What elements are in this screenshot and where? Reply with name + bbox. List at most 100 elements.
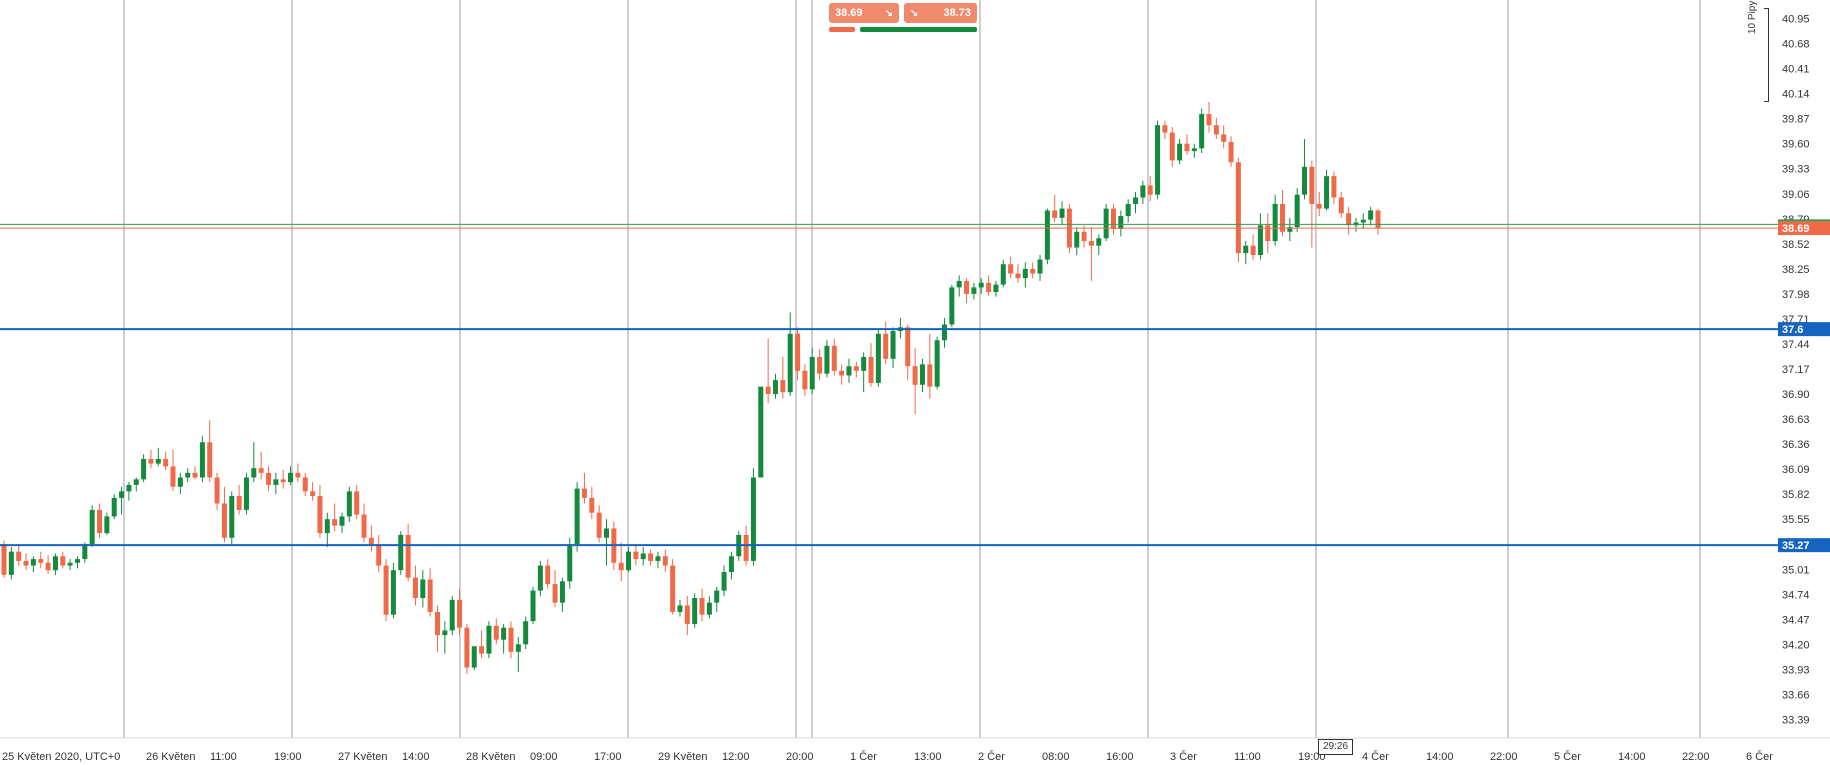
candle-body — [493, 625, 499, 640]
candle-body — [1257, 225, 1263, 255]
y-tick-label: 40.95 — [1782, 14, 1810, 26]
candle — [236, 484, 242, 515]
candle-body — [435, 611, 441, 636]
candle — [1169, 127, 1175, 167]
candle — [978, 278, 984, 294]
bid-badge-label: 38.69 — [1782, 223, 1810, 235]
candle-body — [1250, 245, 1256, 255]
y-tick-label: 39.06 — [1782, 189, 1810, 201]
candle-body — [508, 627, 514, 652]
y-tick-label: 35.01 — [1782, 564, 1810, 576]
candle — [817, 349, 823, 381]
y-tick-label: 34.74 — [1782, 589, 1810, 601]
x-tick-label: 6 Čer — [1746, 750, 1773, 763]
candle — [1257, 213, 1263, 260]
candle-body — [787, 333, 793, 393]
candle-body — [1294, 194, 1300, 228]
y-tick-label: 36.90 — [1782, 389, 1810, 401]
candle — [809, 347, 815, 395]
candle-body — [618, 562, 624, 571]
candle-body — [1162, 125, 1168, 133]
candle-body — [802, 370, 808, 390]
candle-body — [1338, 197, 1344, 214]
x-tick-label: 12:00 — [722, 751, 750, 763]
candle-body — [368, 537, 374, 545]
candle — [1279, 190, 1285, 237]
candle — [1243, 241, 1249, 265]
candle-body — [501, 627, 507, 640]
candle — [1074, 227, 1080, 255]
candle-body — [383, 565, 389, 615]
candle — [155, 447, 161, 467]
candle — [479, 630, 485, 659]
candle-body — [714, 590, 720, 603]
x-tick-label: 26 Květen — [146, 751, 196, 763]
candle — [1316, 191, 1322, 217]
candle — [919, 358, 925, 393]
candle-body — [589, 497, 595, 513]
candle — [875, 329, 881, 387]
candle — [1191, 143, 1197, 158]
candle-body — [559, 581, 565, 603]
candle — [545, 559, 551, 589]
candle-body — [1147, 185, 1153, 195]
candle — [1228, 136, 1234, 167]
candle — [493, 618, 499, 645]
buy-sentiment-bar — [860, 27, 977, 32]
candle — [986, 275, 992, 296]
candle-body — [853, 366, 859, 371]
x-tick-label: 3 Čer — [1170, 750, 1197, 763]
candle — [1088, 227, 1094, 281]
y-tick-label: 35.82 — [1782, 489, 1810, 501]
y-tick-label: 40.41 — [1782, 64, 1810, 76]
sell-button[interactable]: 38.69 ↘ — [829, 3, 899, 23]
candle — [45, 555, 51, 574]
y-axis: 40.95 40.68 40.41 40.14 39.87 39.60 39.33 39.06… — [1778, 14, 1830, 726]
x-tick-label: 27 Květen — [338, 751, 388, 763]
candle — [1, 540, 7, 578]
candle — [8, 547, 14, 580]
candle-body — [449, 599, 455, 631]
candle — [964, 278, 970, 304]
y-tick-label: 36.09 — [1782, 464, 1810, 476]
candle — [67, 559, 73, 571]
candle — [324, 512, 330, 548]
x-tick-label: 29 Květen — [658, 751, 708, 763]
candle-body — [1346, 213, 1352, 226]
candle — [581, 472, 587, 504]
candle-body — [1272, 203, 1278, 242]
candle — [1338, 191, 1344, 218]
candle-body — [971, 287, 977, 294]
candle — [1294, 188, 1300, 232]
candle — [1118, 210, 1124, 237]
candle — [427, 568, 433, 617]
candle — [89, 505, 95, 548]
y-tick-label: 39.87 — [1782, 114, 1810, 126]
candle — [706, 596, 712, 619]
candle-body — [1155, 125, 1161, 195]
candle — [1199, 108, 1205, 153]
candle-body — [515, 644, 521, 652]
level-badge — [1778, 538, 1830, 553]
candle — [435, 605, 441, 652]
candle-body — [574, 488, 580, 545]
candle — [721, 565, 727, 597]
candle-body — [38, 559, 44, 563]
candle-body — [626, 551, 632, 571]
candle-body — [442, 630, 448, 636]
buy-button[interactable]: ↘ 38.73 — [904, 3, 977, 23]
candle — [839, 364, 845, 385]
candle-body — [523, 621, 529, 645]
candle — [1213, 117, 1219, 140]
candle — [574, 482, 580, 552]
candle-body — [640, 553, 646, 560]
candle — [868, 343, 874, 387]
candle-body — [596, 512, 602, 538]
candle — [243, 472, 249, 515]
candle — [420, 570, 426, 608]
candle — [1059, 201, 1065, 226]
candle-body — [875, 333, 881, 383]
candle-body — [1360, 219, 1366, 223]
candle-body — [1316, 203, 1322, 209]
